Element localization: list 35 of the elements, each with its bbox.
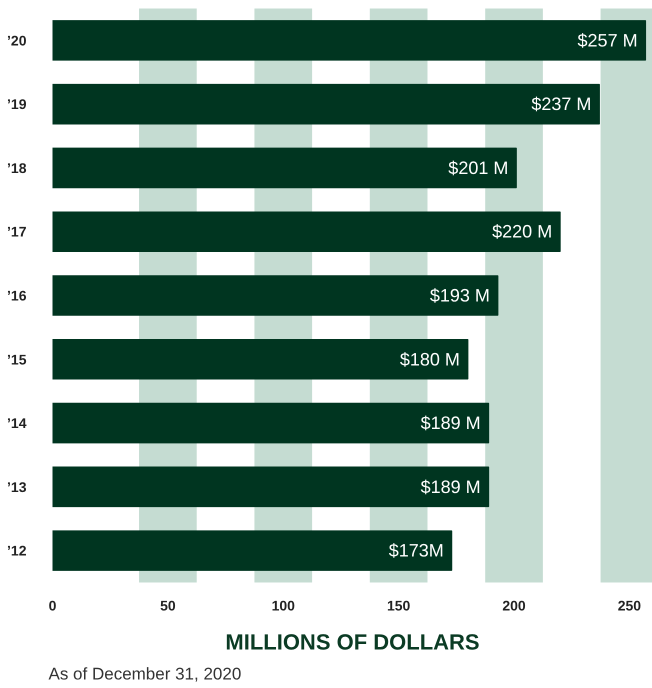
x-axis-title: MILLIONS OF DOLLARS	[225, 630, 480, 654]
data-label: $237 M	[531, 94, 592, 114]
x-tick-label: 100	[272, 598, 296, 614]
data-label: $201 M	[448, 158, 508, 178]
data-label: $189 M	[420, 413, 481, 434]
bar	[52, 148, 517, 188]
bar	[52, 466, 490, 508]
y-tick-label: ’13	[7, 478, 27, 495]
y-tick-label: ’20	[7, 32, 27, 48]
data-label: $180 M	[400, 349, 460, 370]
data-label: $220 M	[492, 222, 552, 242]
x-tick-label: 150	[386, 598, 411, 614]
y-tick-label: ’17	[7, 224, 27, 240]
bar	[52, 530, 452, 571]
y-tick-label: ’15	[7, 351, 27, 368]
bar	[52, 211, 561, 252]
data-label: $257 M	[578, 30, 638, 50]
x-tick-label: 200	[502, 598, 526, 614]
y-tick-label: ’16	[7, 288, 27, 304]
bar	[52, 275, 498, 316]
y-tick-label: ’14	[7, 415, 27, 432]
x-tick-label: 250	[618, 598, 642, 614]
bar	[52, 339, 468, 380]
data-label: $189 M	[420, 476, 481, 497]
x-tick-label: 0	[48, 598, 57, 614]
data-label: $193 M	[430, 286, 490, 306]
y-tick-label: ’19	[7, 96, 27, 112]
bar	[52, 20, 646, 61]
x-tick-label: 50	[160, 598, 176, 614]
y-tick-label: ’12	[7, 542, 27, 559]
data-label: $173M	[388, 540, 444, 561]
y-tick-label: ’18	[7, 160, 27, 176]
bar	[52, 402, 490, 444]
text: As of December 31, 2020	[48, 664, 242, 684]
bar	[52, 84, 600, 124]
